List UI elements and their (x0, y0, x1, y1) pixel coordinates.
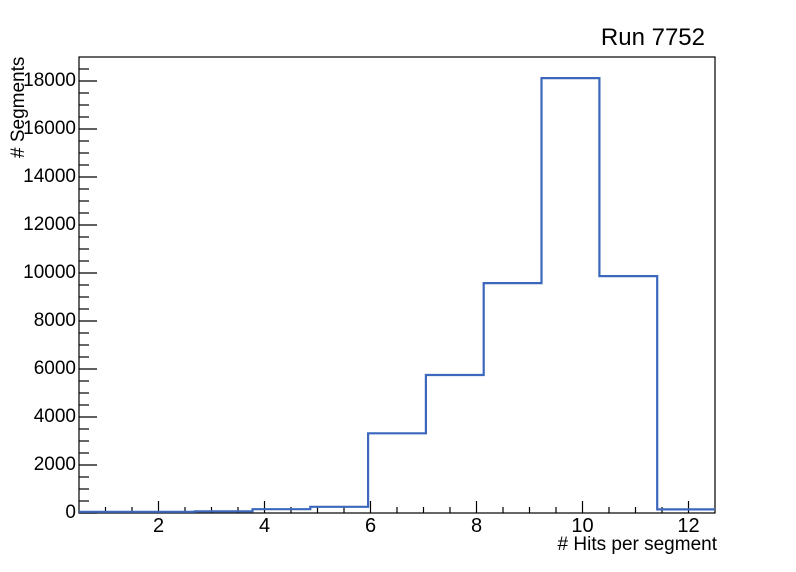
y-axis-title: # Segments (8, 56, 29, 158)
y-tick-label: 8000 (33, 310, 76, 331)
y-tick-label: 14000 (23, 166, 76, 187)
plot-title: Run 7752 (600, 24, 705, 51)
x-tick-label: 2 (152, 515, 165, 537)
x-tick-label: 10 (571, 515, 594, 537)
x-tick-label: 8 (470, 515, 483, 537)
x-axis-title: # Hits per segment (557, 534, 717, 555)
x-tick-label: 4 (258, 515, 271, 537)
y-tick-label: 4000 (33, 406, 76, 427)
y-tick-label: 10000 (23, 262, 76, 283)
x-tick-label: 6 (364, 515, 377, 537)
histogram-step-line (79, 77, 715, 513)
y-tick-label: 6000 (33, 358, 76, 379)
y-tick-label: 0 (65, 502, 76, 523)
y-tick-label: 12000 (23, 214, 76, 235)
x-tick-label: 12 (677, 515, 700, 537)
y-tick-label: 2000 (33, 454, 76, 475)
y-tick-label: 16000 (23, 118, 76, 139)
y-tick-label: 18000 (23, 70, 76, 91)
